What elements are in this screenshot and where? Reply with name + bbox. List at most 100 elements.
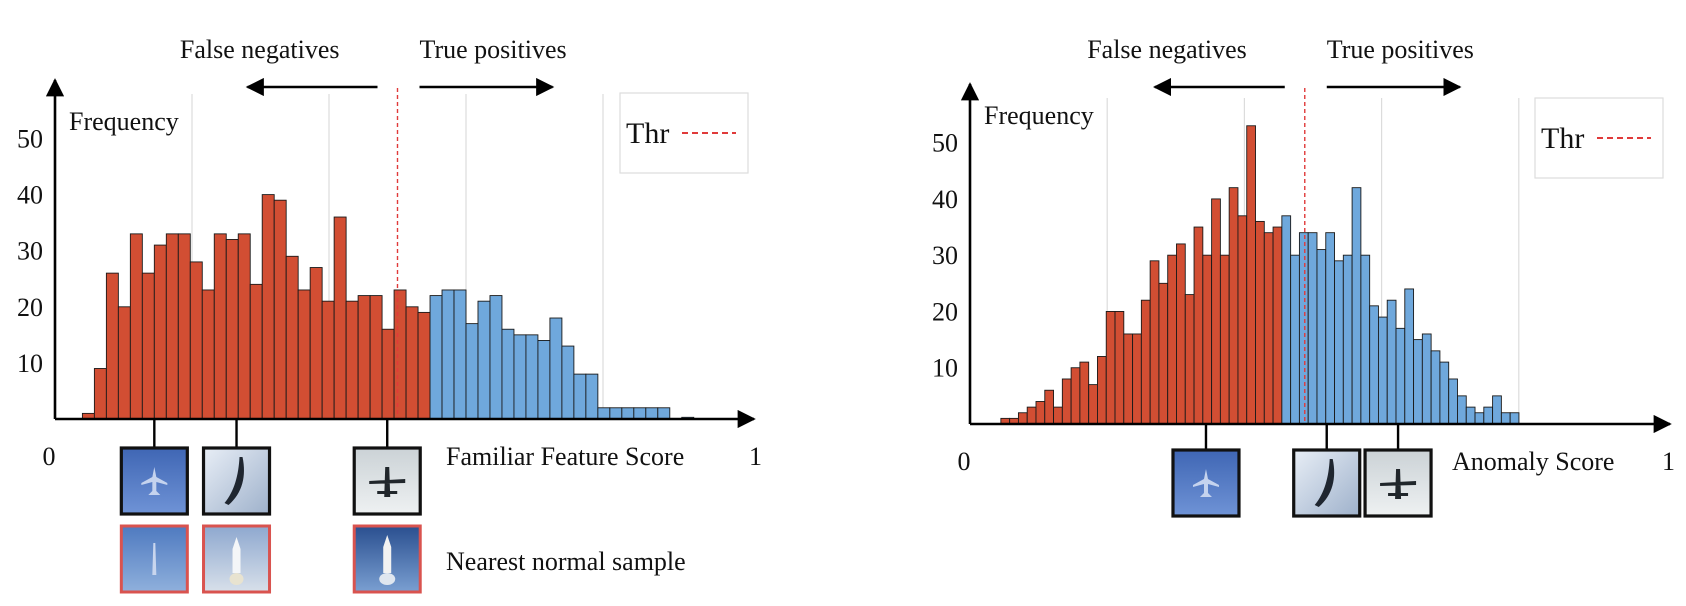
y-tick-label: 50 <box>932 129 958 158</box>
bar-true-positive <box>1386 299 1397 425</box>
bar-true-positive <box>1421 333 1432 425</box>
bar-true-positive <box>1298 232 1309 425</box>
bar-true-positive <box>429 295 443 420</box>
nearest-thumbnail-frame <box>352 524 422 594</box>
bar-true-positive <box>453 289 467 420</box>
true-positives-label: True positives <box>1327 35 1474 64</box>
thumbnail-jet-dark <box>352 446 422 516</box>
thumbnail-airplane <box>119 446 189 516</box>
y-tick-label: 30 <box>17 237 43 266</box>
bar-false-negative <box>1044 389 1055 425</box>
bar-false-negative <box>1246 125 1256 425</box>
x-axis-label: Familiar Feature Score <box>446 442 684 471</box>
bar-true-positive <box>1377 316 1388 425</box>
jet-shape <box>1380 469 1417 499</box>
bar-false-negative <box>309 267 323 420</box>
bar-true-positive <box>585 373 599 420</box>
rocket-exhaust <box>229 573 244 585</box>
bar-false-negative <box>225 239 239 420</box>
x-axis-label: Anomaly Score <box>1452 447 1614 476</box>
thumbnail-jet-vertical <box>201 446 272 516</box>
nearest-thumbnail-rocket-dark <box>352 524 422 594</box>
x-min-label: 0 <box>958 447 971 476</box>
jet-shape <box>369 467 406 497</box>
bar-false-negative <box>1017 412 1028 425</box>
bar-false-negative <box>405 306 419 420</box>
y-tick-label: 40 <box>17 181 43 210</box>
bar-true-positive <box>633 407 647 420</box>
bar-true-positive <box>1413 339 1423 425</box>
bar-false-negative <box>1176 243 1186 425</box>
bar-false-negative <box>1263 232 1274 425</box>
bar-true-positive <box>1281 215 1292 425</box>
y-tick-label: 20 <box>932 297 958 326</box>
bar-false-negative <box>1105 311 1116 425</box>
bar-true-positive <box>657 407 671 420</box>
bar-false-negative <box>321 300 335 420</box>
bar-false-negative <box>153 244 167 420</box>
thumbnail-frame <box>1171 448 1241 518</box>
chart-anomaly-score: 10 20 30 40 50 Frequency 0 Anomaly Score 1 False … <box>932 35 1675 518</box>
bar-true-positive <box>573 373 587 420</box>
bar-true-positive <box>465 323 479 420</box>
thumbnail-frame <box>1292 448 1362 518</box>
bar-false-negative <box>1237 215 1248 425</box>
bar-true-positive <box>537 340 551 420</box>
true-positives-label: True positives <box>420 35 567 64</box>
bar-false-negative <box>1228 187 1239 425</box>
bar-false-negative <box>1167 254 1177 425</box>
histogram-bars <box>1000 125 1520 425</box>
jet-shape <box>152 543 157 575</box>
bar-true-positive <box>1395 327 1406 425</box>
bar-false-negative <box>1202 254 1213 425</box>
thumbnail-frame <box>119 446 189 516</box>
bar-false-negative <box>273 199 287 420</box>
bar-false-negative <box>1061 378 1072 425</box>
bar-true-positive <box>597 407 611 420</box>
bar-false-negative <box>1211 198 1221 425</box>
bar-false-negative <box>1114 311 1125 425</box>
airplane-shape <box>1192 469 1219 497</box>
legend-label: Thr <box>1541 122 1584 155</box>
bar-false-negative <box>1255 220 1265 425</box>
bar-true-positive <box>441 289 455 420</box>
bar-false-negative <box>1053 406 1063 425</box>
bar-false-negative <box>1272 226 1283 425</box>
rocket-exhaust <box>379 573 396 585</box>
y-tick-label: 40 <box>932 185 958 214</box>
bar-false-negative <box>417 311 431 420</box>
bar-true-positive <box>489 295 503 420</box>
bar-false-negative <box>357 295 371 420</box>
bar-true-positive <box>1500 412 1511 425</box>
nearest-normal-samples: Nearest normal sample <box>119 524 686 594</box>
sample-thumbnails <box>119 419 422 516</box>
thumbnail-frame <box>201 446 272 516</box>
thumbnail-jet-vertical <box>1292 448 1362 518</box>
legend-label: Thr <box>626 117 669 150</box>
bar-false-negative <box>105 272 119 420</box>
x-min-label: 0 <box>43 442 56 471</box>
bar-false-negative <box>1088 384 1098 425</box>
bar-true-positive <box>1351 187 1362 425</box>
bar-false-negative <box>117 306 131 420</box>
nearest-thumbnail-faint-jet <box>119 524 189 594</box>
bar-true-positive <box>1342 254 1353 425</box>
airplane-shape <box>141 467 168 495</box>
bar-false-negative <box>1097 356 1107 425</box>
y-tick-label: 50 <box>17 124 43 153</box>
bar-false-negative <box>393 289 407 420</box>
bar-true-positive <box>477 300 491 420</box>
bar-true-positive <box>1483 406 1494 425</box>
bar-false-negative <box>201 289 215 420</box>
bar-false-negative <box>1184 294 1195 425</box>
bar-true-positive <box>1465 406 1476 425</box>
nearest-thumbnail-frame <box>119 524 189 594</box>
bar-true-positive <box>1290 254 1300 425</box>
bar-false-negative <box>1149 260 1160 425</box>
bar-false-negative <box>1035 401 1046 425</box>
bar-true-positive <box>1360 254 1371 425</box>
bar-false-negative <box>141 272 155 420</box>
bar-false-negative <box>297 289 311 420</box>
bar-false-negative <box>1193 226 1204 425</box>
bar-false-negative <box>177 233 191 420</box>
